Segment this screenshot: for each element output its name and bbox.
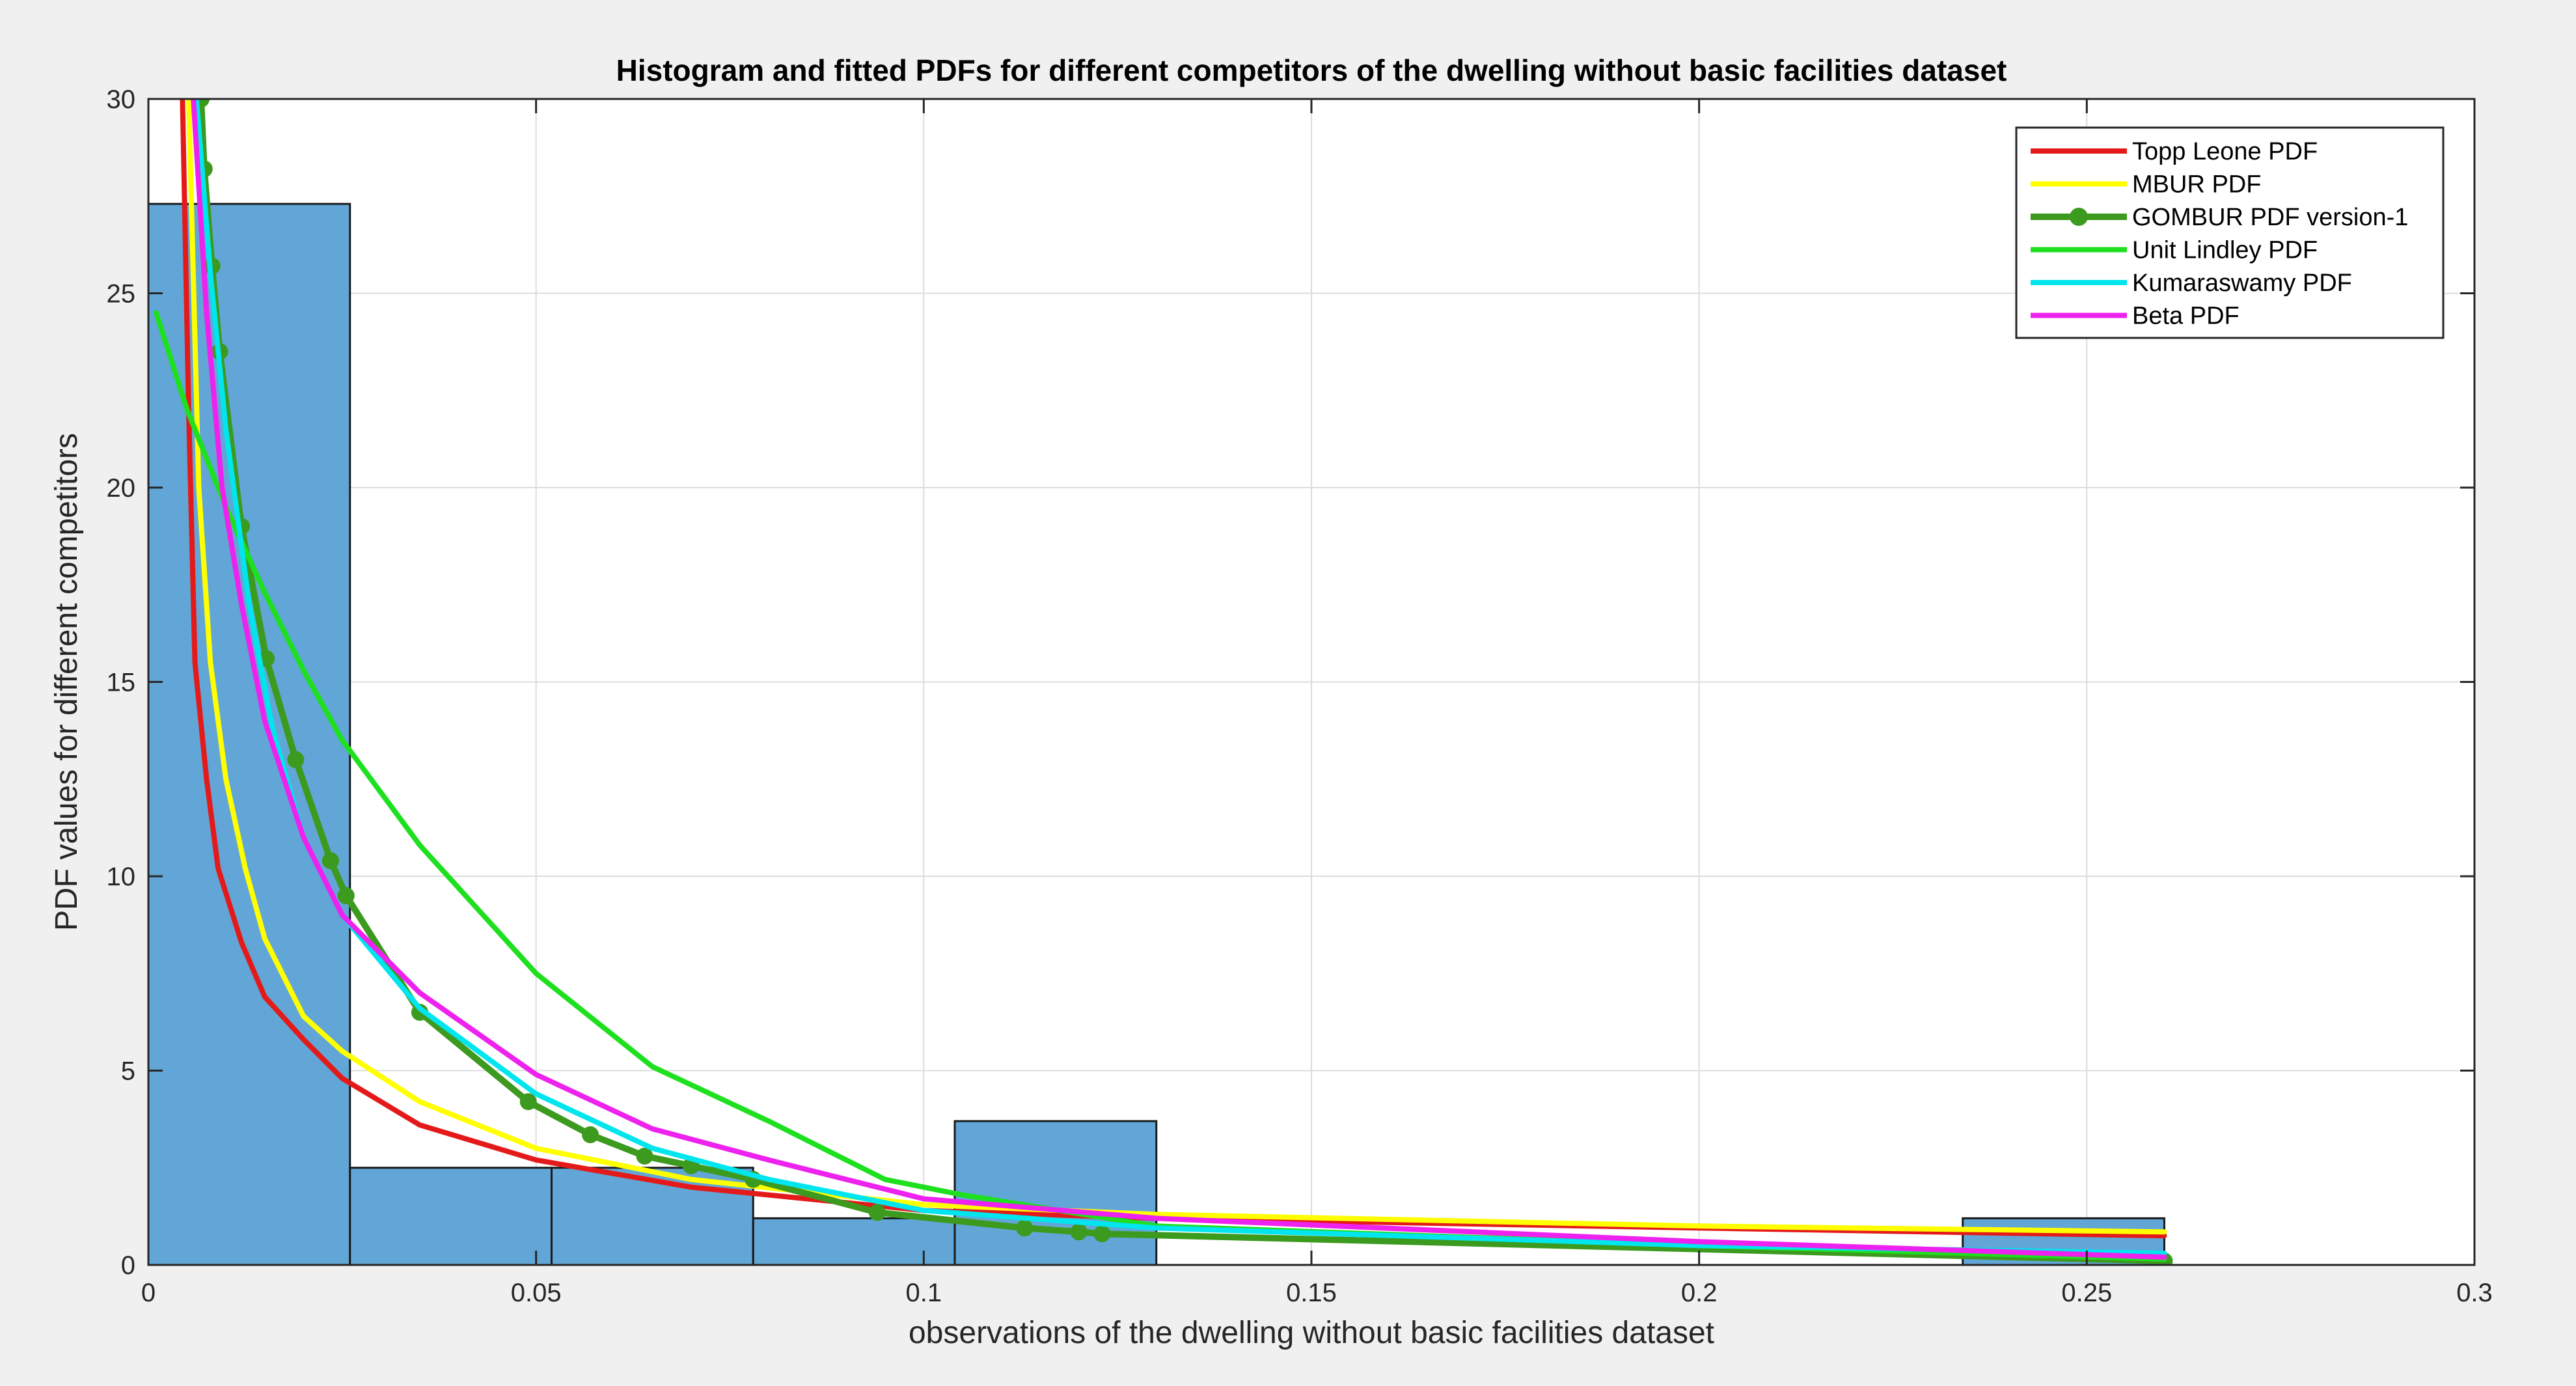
series-marker	[1093, 1225, 1111, 1243]
legend-label: Topp Leone PDF	[2132, 138, 2318, 165]
series-marker	[287, 751, 305, 768]
series-line	[191, 99, 2167, 1260]
legend-label: Beta PDF	[2132, 303, 2240, 330]
series-marker	[411, 1003, 428, 1021]
histogram-bars	[147, 202, 2165, 1266]
series-marker	[322, 852, 339, 870]
y-tick-label: 20	[107, 474, 136, 503]
legend-marker	[2070, 208, 2088, 226]
x-tick-label: 0.25	[2061, 1279, 2112, 1307]
chart-title: Histogram and fitted PDFs for different …	[616, 53, 2007, 87]
x-tick-label: 0.15	[1286, 1279, 1337, 1307]
series-marker	[636, 1147, 653, 1165]
series-marker	[868, 1204, 886, 1221]
legend: Topp Leone PDF MBUR PDF GOMBUR PDF version…	[2015, 126, 2445, 339]
y-tick-label: 10	[107, 863, 136, 891]
series-marker	[1016, 1219, 1034, 1237]
x-tick-label: 0.1	[906, 1279, 942, 1307]
x-tick-label: 0.2	[1681, 1279, 1718, 1307]
y-tick-label: 5	[121, 1057, 135, 1086]
series-line	[180, 99, 2167, 1239]
histogram-bar	[953, 1120, 1158, 1266]
x-axis-label: observations of the dwelling without bas…	[909, 1316, 1714, 1350]
legend-label: Kumaraswamy PDF	[2132, 270, 2352, 297]
pdf-curves	[153, 99, 2173, 1265]
y-tick-label: 0	[121, 1251, 135, 1280]
y-axis-label: PDF values for different competitors	[49, 433, 84, 931]
y-tick-label: 25	[107, 280, 136, 309]
x-tick-label: 0	[141, 1279, 156, 1307]
histogram-bar	[349, 1167, 553, 1266]
y-tick-label: 30	[107, 85, 136, 114]
series-marker	[582, 1126, 599, 1144]
axis-ticks: 0 0.05 0.1 0.15 0.2 0.25 0.3 0 5 10 15 20 25 30	[107, 85, 2493, 1307]
series-marker	[519, 1093, 537, 1111]
legend-box	[2015, 126, 2445, 339]
legend-label: Unit Lindley PDF	[2132, 237, 2318, 264]
x-tick-label: 0.05	[511, 1279, 562, 1307]
legend-label: MBUR PDF	[2132, 171, 2261, 199]
y-tick-label: 15	[107, 669, 136, 697]
series-marker	[337, 887, 355, 904]
series-marker	[1070, 1223, 1088, 1241]
x-tick-label: 0.3	[2456, 1279, 2493, 1307]
legend-label: GOMBUR PDF version-1	[2132, 204, 2408, 231]
histogram-bar	[147, 202, 351, 1266]
series-line	[193, 99, 2167, 1256]
